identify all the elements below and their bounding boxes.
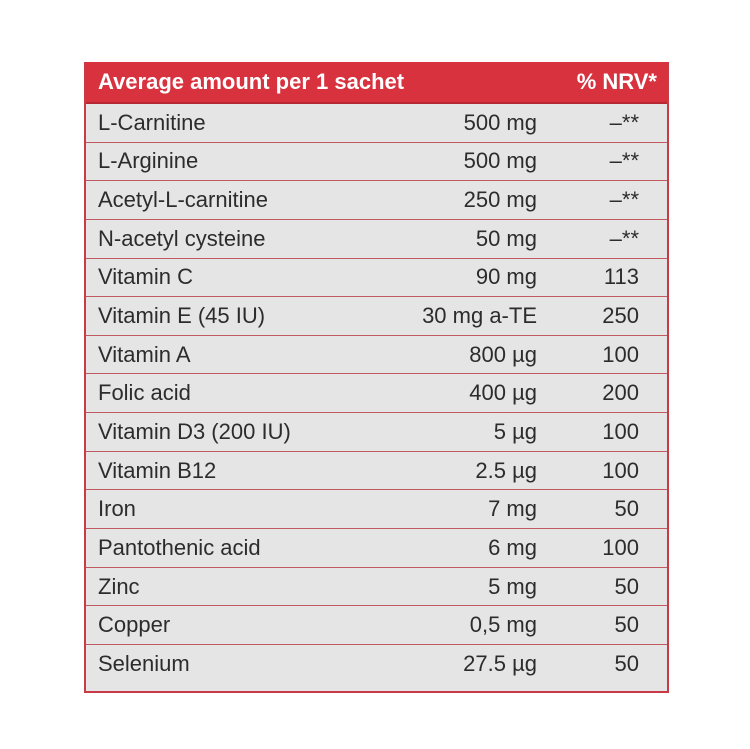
nutrient-amount: 800 µg bbox=[469, 341, 537, 367]
nutrient-amount: 500 mg bbox=[463, 148, 537, 174]
nutrient-amount: 30 mg a-TE bbox=[422, 303, 537, 329]
table-row: Acetyl-L-carnitine 250 mg –** bbox=[86, 181, 667, 220]
nutrient-amount: 27.5 µg bbox=[463, 651, 537, 677]
table-row: Vitamin B12 2.5 µg 100 bbox=[86, 452, 667, 491]
nutrient-nrv: 50 bbox=[614, 573, 639, 599]
nutrient-name: Zinc bbox=[98, 573, 140, 599]
table-row: Zinc 5 mg 50 bbox=[86, 568, 667, 607]
header-nrv: % NRV* bbox=[576, 69, 657, 94]
nutrient-name: Selenium bbox=[98, 651, 190, 677]
nutrient-name: Copper bbox=[98, 612, 171, 638]
table-row: N-acetyl cysteine 50 mg –** bbox=[86, 220, 667, 259]
table-row: Folic acid 400 µg 200 bbox=[86, 374, 667, 414]
table-body: L-Carnitine 500 mg –** L-Arginine 500 mg… bbox=[86, 104, 667, 684]
nutrient-nrv: –** bbox=[609, 148, 639, 174]
nutrient-amount: 6 mg bbox=[488, 534, 537, 560]
nutrient-amount: 2.5 µg bbox=[475, 457, 537, 483]
nutrient-name: Vitamin C bbox=[98, 264, 193, 290]
nutrient-nrv: 200 bbox=[602, 380, 639, 406]
nutrient-name: Iron bbox=[98, 496, 136, 522]
nutrient-name: Vitamin E (45 IU) bbox=[98, 303, 266, 329]
nutrient-nrv: 100 bbox=[602, 341, 639, 367]
nutrient-nrv: 100 bbox=[602, 457, 639, 483]
nutrient-amount: 500 mg bbox=[463, 109, 537, 135]
nutrient-amount: 7 mg bbox=[488, 496, 537, 522]
table-row: Iron 7 mg 50 bbox=[86, 490, 667, 530]
nutrient-amount: 5 mg bbox=[488, 573, 537, 599]
nutrient-name: Folic acid bbox=[98, 380, 191, 406]
nutrient-nrv: 50 bbox=[614, 651, 639, 677]
nutrient-nrv: 50 bbox=[614, 612, 639, 638]
table-row: L-Arginine 500 mg –** bbox=[86, 143, 667, 182]
nutrient-nrv: 50 bbox=[614, 496, 639, 522]
nutrition-table: Average amount per 1 sachet % NRV* L-Car… bbox=[84, 62, 669, 693]
table-row: Selenium 27.5 µg 50 bbox=[86, 645, 667, 684]
table-row: Vitamin E (45 IU) 30 mg a-TE 250 bbox=[86, 297, 667, 336]
table-row: Vitamin C 90 mg 113 bbox=[86, 259, 667, 298]
nutrient-amount: 0,5 mg bbox=[469, 612, 537, 638]
nutrient-nrv: –** bbox=[609, 187, 639, 213]
nutrient-name: Pantothenic acid bbox=[98, 534, 261, 560]
table-row: Copper 0,5 mg 50 bbox=[86, 606, 667, 645]
nutrient-amount: 50 mg bbox=[475, 225, 537, 251]
nutrient-name: Vitamin A bbox=[98, 341, 191, 367]
header-label: Average amount per 1 sachet bbox=[98, 69, 405, 94]
nutrient-nrv: 113 bbox=[603, 264, 639, 290]
nutrient-nrv: 100 bbox=[602, 534, 639, 560]
nutrient-name: Vitamin B12 bbox=[98, 457, 217, 483]
nutrient-name: Vitamin D3 (200 IU) bbox=[98, 418, 291, 444]
nutrient-name: L-Arginine bbox=[98, 148, 199, 174]
nutrient-amount: 400 µg bbox=[469, 380, 537, 406]
table-row: L-Carnitine 500 mg –** bbox=[86, 104, 667, 143]
nutrient-name: Acetyl-L-carnitine bbox=[98, 187, 268, 213]
table-row: Vitamin D3 (200 IU) 5 µg 100 bbox=[86, 413, 667, 452]
nutrient-nrv: 100 bbox=[602, 418, 639, 444]
nutrient-nrv: 250 bbox=[602, 303, 639, 329]
nutrient-amount: 250 mg bbox=[463, 187, 537, 213]
nutrient-nrv: –** bbox=[609, 225, 639, 251]
nutrient-amount: 90 mg bbox=[475, 264, 537, 290]
nutrient-nrv: –** bbox=[609, 109, 639, 135]
table-row: Pantothenic acid 6 mg 100 bbox=[86, 529, 667, 568]
nutrient-name: N-acetyl cysteine bbox=[98, 225, 266, 251]
table-header: Average amount per 1 sachet % NRV* bbox=[86, 62, 667, 104]
table-row: Vitamin A 800 µg 100 bbox=[86, 336, 667, 375]
nutrient-amount: 5 µg bbox=[493, 418, 537, 444]
nutrient-name: L-Carnitine bbox=[98, 109, 206, 135]
